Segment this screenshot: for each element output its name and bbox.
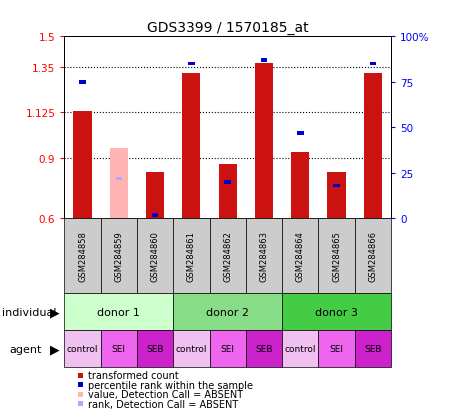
Bar: [281, 219, 318, 293]
Text: rank, Detection Call = ABSENT: rank, Detection Call = ABSENT: [88, 399, 237, 409]
Text: transformed count: transformed count: [88, 370, 178, 380]
Text: individual: individual: [2, 307, 56, 317]
Text: SEI: SEI: [220, 344, 234, 354]
Bar: [260, 59, 267, 63]
Bar: [369, 63, 375, 66]
Text: donor 1: donor 1: [97, 307, 140, 317]
Bar: [115, 177, 122, 181]
Text: SEB: SEB: [255, 344, 272, 354]
Bar: [291, 152, 309, 219]
Bar: [327, 173, 345, 219]
Text: GSM284865: GSM284865: [331, 231, 340, 281]
Text: percentile rank within the sample: percentile rank within the sample: [88, 380, 252, 390]
Bar: [101, 219, 137, 293]
Text: value, Detection Call = ABSENT: value, Detection Call = ABSENT: [88, 389, 242, 399]
Text: control: control: [175, 344, 207, 354]
Text: ▶: ▶: [50, 342, 59, 356]
Bar: [73, 112, 91, 219]
Bar: [151, 214, 158, 217]
Bar: [254, 64, 273, 219]
Text: donor 3: donor 3: [314, 307, 357, 317]
Bar: [333, 184, 339, 188]
Bar: [354, 330, 390, 368]
Text: SEI: SEI: [329, 344, 343, 354]
Text: GSM284864: GSM284864: [295, 231, 304, 281]
Text: control: control: [284, 344, 315, 354]
Bar: [297, 132, 303, 135]
Bar: [318, 330, 354, 368]
Text: GSM284863: GSM284863: [259, 230, 268, 282]
Bar: [64, 330, 101, 368]
Text: SEB: SEB: [146, 344, 163, 354]
Text: GSM284862: GSM284862: [223, 231, 232, 281]
Text: agent: agent: [9, 344, 41, 354]
Bar: [137, 330, 173, 368]
Text: control: control: [67, 344, 98, 354]
Bar: [173, 293, 281, 330]
Text: GSM284859: GSM284859: [114, 231, 123, 281]
Bar: [209, 330, 245, 368]
Bar: [281, 293, 390, 330]
Bar: [245, 330, 281, 368]
Bar: [281, 330, 318, 368]
Text: SEB: SEB: [364, 344, 381, 354]
Bar: [218, 164, 236, 219]
Bar: [363, 74, 381, 219]
Bar: [64, 219, 101, 293]
Bar: [101, 330, 137, 368]
Text: GSM284858: GSM284858: [78, 231, 87, 281]
Bar: [110, 148, 128, 219]
Text: ▶: ▶: [50, 305, 59, 318]
Text: GSM284866: GSM284866: [368, 230, 376, 282]
Bar: [137, 219, 173, 293]
Text: donor 2: donor 2: [206, 307, 249, 317]
Bar: [224, 181, 230, 184]
Bar: [209, 219, 245, 293]
Bar: [188, 63, 194, 66]
Bar: [173, 219, 209, 293]
Bar: [354, 219, 390, 293]
Bar: [64, 293, 173, 330]
Bar: [146, 173, 164, 219]
Bar: [318, 219, 354, 293]
Text: GSM284860: GSM284860: [150, 231, 159, 281]
Bar: [245, 219, 281, 293]
Text: SEI: SEI: [112, 344, 126, 354]
Text: GSM284861: GSM284861: [186, 231, 196, 281]
Bar: [182, 74, 200, 219]
Bar: [79, 81, 86, 84]
Title: GDS3399 / 1570185_at: GDS3399 / 1570185_at: [146, 21, 308, 35]
Bar: [173, 330, 209, 368]
